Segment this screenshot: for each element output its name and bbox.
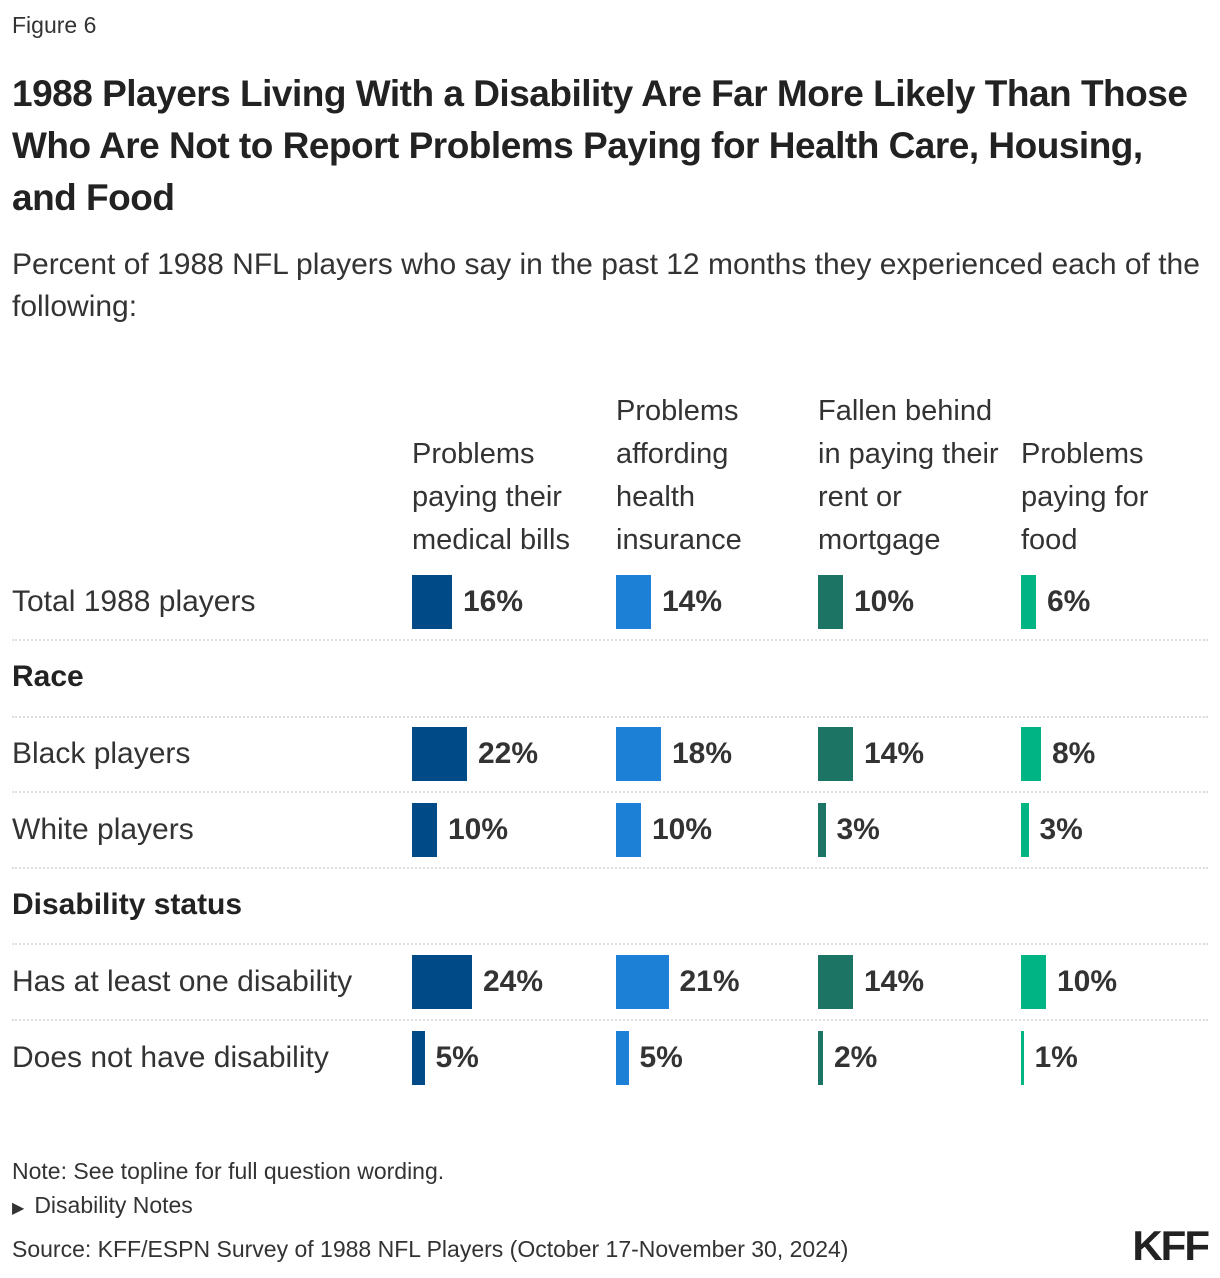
row-label: Black players: [12, 737, 191, 770]
bar: [412, 803, 437, 857]
figure-label: Figure 6: [12, 12, 97, 38]
bar: [818, 575, 843, 629]
divider: [12, 943, 1208, 945]
disability-notes-toggle[interactable]: ▶ Disability Notes: [12, 1192, 193, 1219]
bar: [412, 955, 472, 1009]
group-header: Disability status: [12, 888, 243, 921]
bar: [818, 955, 853, 1009]
data-label: 3%: [1039, 813, 1083, 846]
data-label: 2%: [834, 1041, 878, 1074]
bar: [818, 1031, 823, 1085]
bar: [1021, 575, 1036, 629]
data-label: 1%: [1034, 1041, 1078, 1074]
note: Note: See topline for full question word…: [12, 1158, 445, 1184]
divider: [12, 639, 1208, 641]
disability-notes-label: Disability Notes: [34, 1192, 193, 1218]
divider: [12, 716, 1208, 718]
chart-subtitle: Percent of 1988 NFL players who say in t…: [12, 248, 1200, 323]
data-label: 10%: [652, 813, 713, 846]
triangle-right-icon: ▶: [12, 1200, 25, 1217]
data-label: 24%: [483, 965, 544, 998]
bar: [616, 1031, 629, 1085]
data-label: 8%: [1052, 737, 1096, 770]
bar: [818, 803, 826, 857]
bar: [1021, 1031, 1024, 1085]
bar: [1021, 727, 1041, 781]
row-label: Total 1988 players: [12, 585, 256, 618]
bar: [616, 803, 641, 857]
source: Source: KFF/ESPN Survey of 1988 NFL Play…: [12, 1236, 849, 1262]
data-label: 16%: [463, 585, 524, 618]
bar: [1021, 955, 1046, 1009]
data-label: 18%: [672, 737, 733, 770]
data-label: 22%: [478, 737, 539, 770]
divider: [12, 791, 1208, 793]
bar: [1021, 803, 1029, 857]
data-label: 3%: [836, 813, 880, 846]
data-label: 5%: [435, 1041, 479, 1074]
bar: [412, 575, 452, 629]
group-header: Race: [12, 660, 84, 693]
data-label: 14%: [662, 585, 723, 618]
bar: [412, 1031, 425, 1085]
row-label: White players: [12, 813, 194, 846]
data-label: 21%: [679, 965, 740, 998]
bar: [616, 575, 651, 629]
data-label: 10%: [1057, 965, 1118, 998]
column-header: Problems paying for food: [1021, 438, 1149, 556]
column-header: Fallen behind in paying their rent or mo…: [818, 395, 999, 556]
data-label: 6%: [1047, 585, 1091, 618]
bar: [818, 727, 853, 781]
kff-logo: KFF: [1132, 1222, 1210, 1269]
divider: [12, 867, 1208, 869]
row-label: Has at least one disability: [12, 965, 353, 998]
data-label: 5%: [639, 1041, 683, 1074]
column-header: Problems paying their medical bills: [412, 438, 570, 556]
bar: [616, 955, 669, 1009]
divider: [12, 1019, 1208, 1021]
data-label: 14%: [864, 965, 925, 998]
data-label: 10%: [448, 813, 509, 846]
row-label: Does not have disability: [12, 1041, 329, 1074]
data-label: 10%: [854, 585, 915, 618]
bar: [616, 727, 661, 781]
column-header: Problems affording health insurance: [616, 395, 742, 556]
data-label: 14%: [864, 737, 925, 770]
bar: [412, 727, 467, 781]
chart-title: 1988 Players Living With a Disability Ar…: [12, 73, 1188, 218]
